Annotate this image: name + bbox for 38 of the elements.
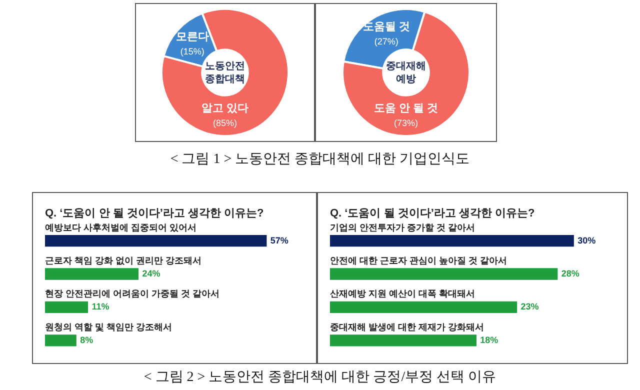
y-tick-label: 산재예방 지원 예산이 대폭 확대돼서 [330, 288, 476, 299]
text: 중대재해 예방 [386, 60, 426, 85]
data-label: 30% [578, 235, 596, 246]
data-label: (15%) [180, 46, 204, 57]
slice-label: 모른다 [176, 31, 209, 44]
chart-title: Q. ‘도움이 될 것이다’라고 생각한 이유는? [330, 208, 536, 220]
data-label: 28% [561, 268, 580, 278]
bar [45, 268, 139, 280]
bar [330, 334, 476, 346]
y-tick-label: 원청의 역할 및 책임만 강조해서 [45, 322, 172, 332]
text: < 그림 2 > 노동안전 종합대책에 대한 긍정/부정 선택 이유 [142, 369, 498, 386]
text: 노동안전 종합대책 [205, 60, 245, 85]
y-tick-label: 기업의 안전투자가 증가할 것 같아서 [330, 222, 476, 232]
data-label: 11% [92, 302, 110, 312]
bar [330, 234, 574, 247]
data-label: 57% [270, 235, 288, 246]
slice-label: 도움 안 될 것 [374, 102, 438, 115]
y-tick-label: 안전에 대한 근로자 관심이 높아질 것 같아서 [330, 255, 508, 266]
data-label: 8% [80, 334, 94, 345]
text: < 그림 1 > 노동안전 종합대책에 대한 기업인식도 [169, 151, 471, 168]
slice-label: 알고 있다 [201, 102, 249, 115]
data-label: 18% [480, 334, 498, 345]
bar [330, 268, 558, 280]
y-tick-label: 현장 안전관리에 어려움이 가중될 것 같아서 [45, 288, 220, 299]
bar [45, 301, 88, 314]
bar [330, 301, 518, 314]
data-label: 24% [142, 268, 160, 278]
data-label: 23% [520, 302, 539, 312]
data-label: (27%) [374, 36, 398, 47]
y-tick-label: 근로자 책임 강화 없이 권리만 강조돼서 [45, 255, 202, 266]
data-label: (85%) [212, 118, 238, 128]
bar [45, 334, 76, 346]
bar [45, 234, 267, 247]
y-tick-label: 중대재해 발생에 대한 제재가 강화돼서 [330, 322, 484, 332]
y-tick-label: 예방보다 사후처벌에 집중되어 있어서 [45, 222, 197, 232]
slice-label: 도움될 것 [362, 21, 410, 34]
chart-title: Q. ‘도움이 안 될 것이다’라고 생각한 이유는? [45, 208, 264, 220]
data-label: (73%) [394, 118, 418, 128]
